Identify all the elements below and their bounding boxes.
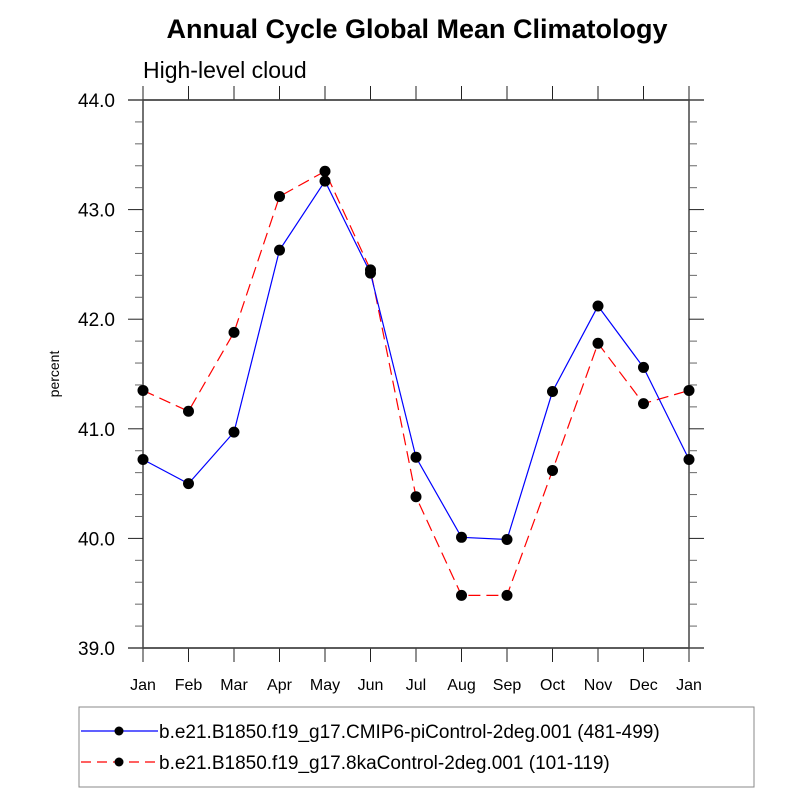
legend-marker-1 xyxy=(114,757,124,767)
chart-subtitle: High-level cloud xyxy=(143,57,307,83)
data-point-series-0 xyxy=(410,451,422,463)
data-point-series-0 xyxy=(456,531,467,543)
x-tick-label: Dec xyxy=(629,677,657,694)
x-tick-label: Jan xyxy=(130,677,156,694)
data-point-series-0 xyxy=(228,426,240,438)
data-point-series-0 xyxy=(319,175,331,187)
x-tick-label: Feb xyxy=(175,677,203,694)
x-tick-label: Mar xyxy=(220,677,248,694)
data-point-series-0 xyxy=(547,386,558,398)
data-point-series-0 xyxy=(365,267,376,279)
y-tick-label: 44.0 xyxy=(78,91,115,112)
data-point-series-1 xyxy=(501,589,513,601)
data-point-series-1 xyxy=(683,384,695,396)
data-point-series-0 xyxy=(501,533,513,545)
data-point-series-0 xyxy=(683,453,695,465)
series-line-0 xyxy=(142,179,690,541)
data-point-series-0 xyxy=(274,244,285,256)
x-tick-label: Jul xyxy=(406,677,426,694)
x-tick-label: May xyxy=(310,677,340,694)
legend-marker-0 xyxy=(114,726,124,736)
data-point-series-1 xyxy=(228,326,240,338)
data-point-series-0 xyxy=(183,478,194,490)
data-point-series-1 xyxy=(456,589,467,601)
data-point-series-1 xyxy=(319,165,331,177)
x-tick-label: Jun xyxy=(358,677,384,694)
y-tick-label: 42.0 xyxy=(78,310,115,331)
legend: b.e21.B1850.f19_g17.CMIP6-piControl-2deg… xyxy=(78,706,755,788)
x-tick-label: Apr xyxy=(267,677,293,694)
data-point-series-1 xyxy=(592,337,604,349)
data-point-series-1 xyxy=(410,491,422,503)
series-layer xyxy=(137,165,695,601)
legend-label-0: b.e21.B1850.f19_g17.CMIP6-piControl-2deg… xyxy=(159,722,660,743)
data-point-series-1 xyxy=(638,398,649,410)
x-tick-label: Oct xyxy=(540,677,565,694)
data-point-series-0 xyxy=(592,300,604,312)
data-point-series-1 xyxy=(547,464,558,476)
y-tick-label: 41.0 xyxy=(78,420,115,441)
series-line-1 xyxy=(142,170,690,596)
y-axis-label: percent xyxy=(46,351,62,398)
x-tick-label: Aug xyxy=(447,677,475,694)
legend-box xyxy=(78,706,755,788)
data-point-series-0 xyxy=(137,453,149,465)
plot-frame xyxy=(142,99,690,649)
data-point-series-0 xyxy=(638,361,649,373)
x-tick-label: Nov xyxy=(584,677,612,694)
data-point-series-1 xyxy=(137,384,149,396)
legend-label-1: b.e21.B1850.f19_g17.8kaControl-2deg.001 … xyxy=(159,753,610,774)
data-point-series-1 xyxy=(274,190,285,202)
axes: 39.0 40.0 41.0 42.0 43.0 44.0 Jan Feb Mar Apr May J… xyxy=(78,86,704,694)
data-point-series-1 xyxy=(183,405,194,417)
x-tick-label: Sep xyxy=(493,677,522,694)
y-tick-label: 39.0 xyxy=(78,639,115,660)
chart-title: Annual Cycle Global Mean Climatology xyxy=(166,14,667,44)
y-tick-label: 40.0 xyxy=(78,529,115,550)
x-tick-label: Jan xyxy=(676,677,702,694)
y-tick-label: 43.0 xyxy=(78,201,115,222)
